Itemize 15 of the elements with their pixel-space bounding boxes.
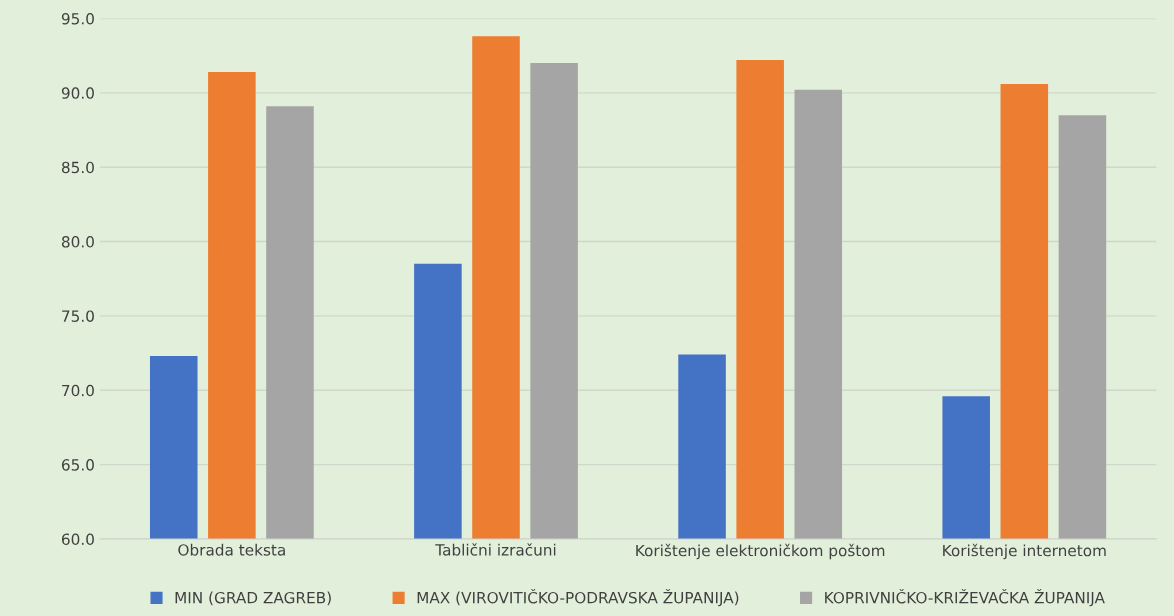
x-tick-label: Korištenje elektroničkom poštom [636,543,885,560]
y-tick-label: 65.0 [61,459,94,471]
y-tick-label: 90.0 [61,87,94,99]
x-tick-label: Tablični izračuni [435,543,556,556]
x-tick-label: Obrada teksta [178,543,285,556]
legend-label: MIN (GRAD ZAGREB) [175,591,331,606]
y-tick-label: 60.0 [61,533,94,546]
y-tick-label: 75.0 [62,310,94,322]
y-tick-label: 85.0 [61,161,94,174]
y-tick-label: 80.0 [61,236,94,248]
y-tick-label: 70.0 [62,384,94,397]
legend-label: MAX (VIROVITIČKO-PODRAVSKA ŽUPANIJA) [417,589,739,607]
y-tick-label: 95.0 [61,12,94,25]
legend-label: KOPRIVNIČKO-KRIŽEVAČKA ŽUPANIJA [825,589,1105,607]
x-tick-label: Korištenje internetom [943,543,1106,560]
